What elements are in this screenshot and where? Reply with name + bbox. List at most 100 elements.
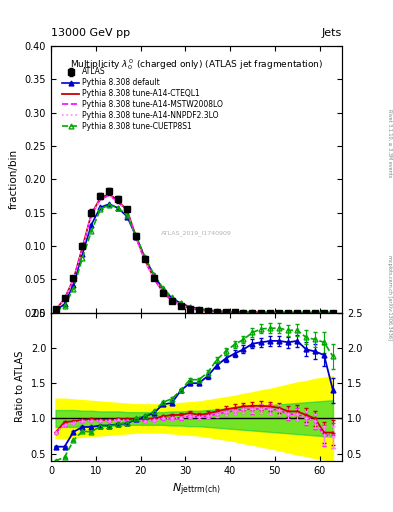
Pythia 8.308 tune-CUETP8S1 [178,300,183,306]
Pythia 8.308 tune-CUETP8S1 [277,310,282,316]
Pythia 8.308 tune-A14-CTEQL1 [107,191,112,197]
Pythia 8.308 default [143,255,147,261]
Pythia 8.308 tune-A14-CTEQL1 [259,310,264,316]
Pythia 8.308 tune-A14-MSTW2008LO [277,310,282,316]
Pythia 8.308 tune-CUETP8S1 [125,212,130,219]
Pythia 8.308 default [313,310,318,316]
Pythia 8.308 default [259,309,264,315]
Pythia 8.308 tune-CUETP8S1 [53,308,58,314]
Pythia 8.308 tune-A14-CTEQL1 [187,305,192,311]
Pythia 8.308 tune-A14-CTEQL1 [152,275,156,281]
Pythia 8.308 tune-CUETP8S1 [259,309,264,315]
Pythia 8.308 default [169,295,174,301]
Pythia 8.308 tune-A14-NNPDF2.3LO [125,209,130,215]
Pythia 8.308 tune-A14-CTEQL1 [196,307,201,313]
Pythia 8.308 tune-CUETP8S1 [187,304,192,310]
Pythia 8.308 tune-A14-MSTW2008LO [286,310,290,316]
Pythia 8.308 tune-CUETP8S1 [205,307,210,313]
Pythia 8.308 tune-A14-NNPDF2.3LO [286,310,290,316]
Pythia 8.308 default [232,309,237,315]
Pythia 8.308 tune-A14-MSTW2008LO [62,296,67,303]
Pythia 8.308 tune-A14-MSTW2008LO [98,196,103,202]
Pythia 8.308 tune-A14-MSTW2008LO [313,310,318,316]
Pythia 8.308 default [304,310,309,316]
Line: Pythia 8.308 tune-CUETP8S1: Pythia 8.308 tune-CUETP8S1 [53,202,335,315]
Pythia 8.308 tune-A14-NNPDF2.3LO [331,310,335,316]
Pythia 8.308 tune-A14-NNPDF2.3LO [313,310,318,316]
Text: ATLAS_2019_I1740909: ATLAS_2019_I1740909 [161,230,232,236]
Pythia 8.308 tune-A14-NNPDF2.3LO [259,310,264,316]
Pythia 8.308 tune-A14-MSTW2008LO [331,310,335,316]
Pythia 8.308 tune-A14-CTEQL1 [313,310,318,316]
Pythia 8.308 default [89,222,94,228]
Pythia 8.308 default [116,205,121,211]
Pythia 8.308 tune-A14-MSTW2008LO [223,309,228,315]
Line: Pythia 8.308 default: Pythia 8.308 default [53,202,335,315]
Pythia 8.308 default [295,310,299,316]
Pythia 8.308 tune-A14-CTEQL1 [304,310,309,316]
Pythia 8.308 default [223,309,228,315]
Pythia 8.308 tune-A14-CTEQL1 [116,198,121,204]
Pythia 8.308 tune-CUETP8S1 [89,228,94,234]
Pythia 8.308 default [250,309,255,315]
Pythia 8.308 tune-A14-NNPDF2.3LO [250,309,255,315]
Pythia 8.308 default [62,301,67,307]
Pythia 8.308 tune-A14-MSTW2008LO [169,297,174,304]
Pythia 8.308 tune-A14-MSTW2008LO [116,199,121,205]
Pythia 8.308 tune-A14-NNPDF2.3LO [89,212,94,219]
Pythia 8.308 tune-A14-NNPDF2.3LO [134,235,138,241]
Pythia 8.308 tune-A14-MSTW2008LO [161,290,165,296]
Pythia 8.308 tune-CUETP8S1 [143,254,147,261]
Pythia 8.308 default [178,300,183,306]
Pythia 8.308 default [205,307,210,313]
Pythia 8.308 tune-A14-MSTW2008LO [241,309,246,315]
Pythia 8.308 default [134,233,138,240]
Pythia 8.308 tune-A14-NNPDF2.3LO [223,309,228,315]
Pythia 8.308 default [161,286,165,292]
Pythia 8.308 tune-A14-NNPDF2.3LO [232,309,237,315]
Pythia 8.308 tune-CUETP8S1 [116,205,121,211]
Pythia 8.308 tune-CUETP8S1 [241,309,246,315]
Pythia 8.308 default [53,308,58,314]
Pythia 8.308 tune-CUETP8S1 [161,285,165,291]
Pythia 8.308 tune-CUETP8S1 [134,233,138,239]
Pythia 8.308 tune-A14-NNPDF2.3LO [214,309,219,315]
Pythia 8.308 tune-A14-CTEQL1 [134,233,138,240]
Pythia 8.308 tune-A14-NNPDF2.3LO [178,302,183,308]
Pythia 8.308 tune-A14-MSTW2008LO [205,308,210,314]
Line: Pythia 8.308 tune-A14-MSTW2008LO: Pythia 8.308 tune-A14-MSTW2008LO [55,196,333,313]
Pythia 8.308 tune-A14-CTEQL1 [241,309,246,315]
Text: Jets: Jets [321,28,342,38]
Pythia 8.308 tune-A14-MSTW2008LO [232,309,237,315]
Pythia 8.308 tune-A14-CTEQL1 [143,257,147,263]
Pythia 8.308 tune-A14-NNPDF2.3LO [107,193,112,199]
Pythia 8.308 default [71,282,76,288]
Pythia 8.308 default [321,310,326,316]
Pythia 8.308 tune-A14-MSTW2008LO [134,235,138,241]
Pythia 8.308 tune-CUETP8S1 [331,310,335,316]
Pythia 8.308 tune-CUETP8S1 [250,309,255,315]
Pythia 8.308 tune-A14-NNPDF2.3LO [169,297,174,304]
Pythia 8.308 tune-CUETP8S1 [295,310,299,316]
Text: 13000 GeV pp: 13000 GeV pp [51,28,130,38]
Pythia 8.308 tune-A14-MSTW2008LO [196,307,201,313]
Pythia 8.308 tune-A14-MSTW2008LO [250,309,255,315]
Pythia 8.308 tune-A14-CTEQL1 [62,295,67,302]
Pythia 8.308 tune-A14-MSTW2008LO [259,310,264,316]
Pythia 8.308 tune-A14-CTEQL1 [98,195,103,201]
Pythia 8.308 tune-CUETP8S1 [223,309,228,315]
Pythia 8.308 tune-A14-NNPDF2.3LO [161,290,165,296]
Y-axis label: Ratio to ATLAS: Ratio to ATLAS [15,351,25,422]
Pythia 8.308 tune-A14-MSTW2008LO [125,209,130,215]
Pythia 8.308 tune-A14-NNPDF2.3LO [152,275,156,282]
Pythia 8.308 tune-CUETP8S1 [321,310,326,316]
Pythia 8.308 tune-CUETP8S1 [313,310,318,316]
Pythia 8.308 default [107,201,112,207]
Pythia 8.308 tune-A14-NNPDF2.3LO [295,310,299,316]
Pythia 8.308 tune-A14-NNPDF2.3LO [98,196,103,202]
Pythia 8.308 tune-A14-MSTW2008LO [304,310,309,316]
Pythia 8.308 tune-A14-NNPDF2.3LO [71,277,76,283]
Text: Rivet 3.1.10, ≥ 3.3M events: Rivet 3.1.10, ≥ 3.3M events [387,109,392,178]
Pythia 8.308 tune-A14-CTEQL1 [169,297,174,303]
Pythia 8.308 tune-A14-CTEQL1 [321,310,326,316]
